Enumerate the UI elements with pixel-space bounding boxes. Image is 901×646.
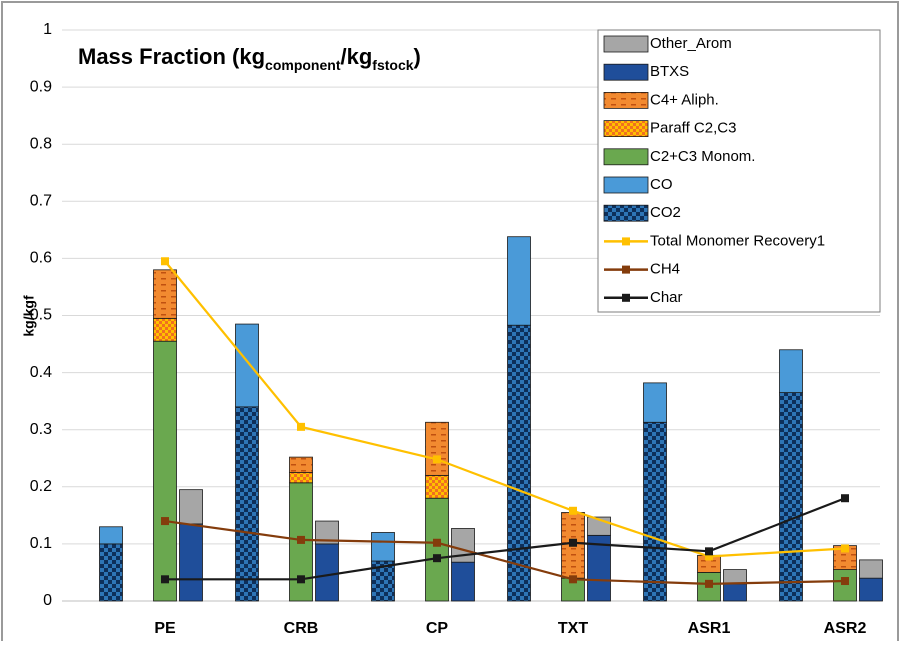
- x-tick-label: TXT: [558, 620, 588, 637]
- bar: [507, 236, 531, 326]
- y-tick-label: 0.7: [30, 193, 52, 210]
- legend-label: Paraff C2,C3: [650, 120, 736, 137]
- y-tick-label: 0.2: [30, 478, 52, 495]
- line-series: [164, 260, 846, 558]
- line-marker: [433, 554, 441, 563]
- bar: [859, 559, 883, 579]
- bar: [235, 323, 259, 408]
- y-tick-label: 0.1: [30, 535, 52, 552]
- bar: [289, 472, 313, 484]
- bar: [153, 317, 177, 342]
- bar: [99, 526, 123, 545]
- line-marker: [433, 538, 441, 547]
- line-series: [165, 497, 846, 581]
- y-tick-label: 1: [43, 21, 52, 38]
- title-part: Mass Fraction (kg: [78, 44, 265, 69]
- bar: [153, 340, 177, 602]
- legend-label: Total Monomer Recovery1: [650, 232, 825, 249]
- legend-label: C2+C3 Monom.: [650, 148, 755, 165]
- bar: [153, 269, 177, 319]
- bar: [779, 349, 803, 393]
- bar: [99, 543, 123, 602]
- line-marker: [433, 455, 441, 464]
- line-marker: [569, 538, 577, 547]
- bar: [425, 497, 449, 602]
- bar: [643, 421, 667, 602]
- legend-swatch: [603, 35, 649, 53]
- y-tick-label: 0.3: [30, 421, 52, 438]
- legend-label: C4+ Aliph.: [650, 91, 719, 108]
- line-marker: [161, 257, 169, 266]
- line-marker: [161, 575, 169, 584]
- x-tick-label: ASR2: [824, 620, 867, 637]
- title-part: ): [414, 44, 421, 69]
- legend-label: Char: [650, 289, 683, 306]
- x-tick-label: CRB: [284, 620, 319, 637]
- bar: [315, 543, 339, 602]
- line-series: [164, 519, 846, 585]
- line-marker: [161, 517, 169, 526]
- bar: [451, 561, 475, 602]
- legend-swatch: [603, 92, 649, 109]
- title-subscript: component: [265, 57, 341, 73]
- title-subscript: fstock: [372, 57, 413, 73]
- legend-swatch: [603, 120, 649, 137]
- bar: [833, 569, 857, 602]
- y-tick-label: 0.9: [30, 78, 52, 95]
- bar: [425, 421, 449, 476]
- bar: [859, 577, 883, 602]
- x-tick-label: PE: [154, 620, 176, 637]
- x-tick-label: ASR1: [688, 620, 731, 637]
- line-marker: [841, 577, 849, 586]
- legend-swatch: [603, 148, 649, 166]
- line-marker: [297, 422, 305, 431]
- bar: [315, 520, 339, 545]
- line-marker: [569, 506, 577, 515]
- legend-label: CO2: [650, 204, 681, 221]
- legend-label: BTXS: [650, 63, 689, 80]
- line-marker: [705, 552, 713, 561]
- chart-title: Mass Fraction (kgcomponent/kgfstock): [78, 44, 421, 73]
- legend-swatch: [622, 293, 630, 302]
- y-tick-label: 0.4: [30, 364, 52, 381]
- bar: [235, 406, 259, 602]
- line-marker: [569, 575, 577, 584]
- bar: [179, 489, 203, 525]
- bar: [507, 324, 531, 602]
- y-axis-label: kg/kgf: [21, 295, 37, 337]
- line-marker: [297, 575, 305, 584]
- legend-label: CH4: [650, 261, 680, 278]
- line-marker: [841, 494, 849, 503]
- bar: [289, 456, 313, 473]
- bar: [371, 532, 395, 562]
- bar: [425, 474, 449, 499]
- legend-swatch: [603, 204, 649, 222]
- bar: [179, 523, 203, 602]
- y-tick-label: 0: [43, 592, 52, 609]
- y-tick-label: 0.5: [30, 307, 52, 324]
- legend-label: CO: [650, 176, 673, 193]
- y-tick-label: 0.8: [30, 135, 52, 152]
- line-marker: [705, 579, 713, 588]
- bar: [723, 569, 747, 585]
- bar: [643, 382, 667, 423]
- y-tick-label: 0.6: [30, 250, 52, 267]
- legend-swatch: [622, 265, 630, 274]
- line-marker: [841, 544, 849, 553]
- title-part: /kg: [341, 44, 373, 69]
- legend-swatch: [603, 176, 649, 194]
- legend-swatch: [603, 63, 649, 81]
- line-marker: [297, 535, 305, 544]
- bar: [779, 392, 803, 602]
- legend-label: Other_Arom: [650, 35, 732, 52]
- legend-swatch: [622, 237, 630, 246]
- x-tick-label: CP: [426, 620, 449, 637]
- line-marker: [705, 547, 713, 556]
- bar: [723, 583, 747, 602]
